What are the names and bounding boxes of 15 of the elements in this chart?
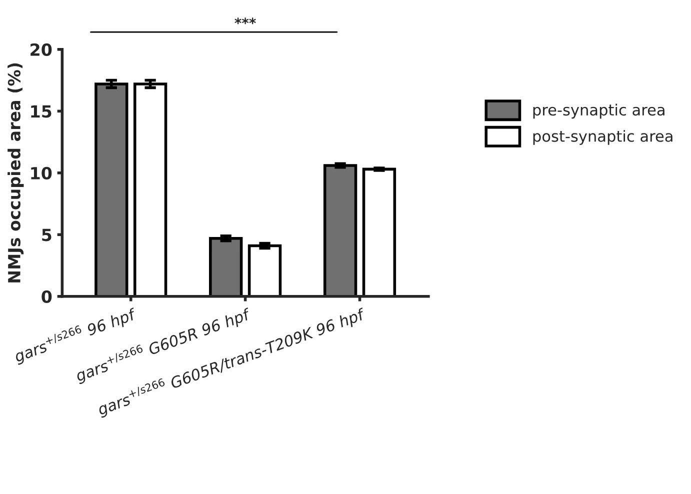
bar [209, 236, 243, 296]
legend-label: post-synaptic area [533, 130, 672, 145]
bar [362, 168, 396, 296]
y-tick-label: 5 [42, 228, 52, 242]
bar [323, 164, 358, 296]
y-tick-label: 0 [42, 290, 52, 303]
y-tick-label: 10 [31, 166, 52, 180]
bar [248, 244, 282, 296]
text: *** [234, 18, 256, 24]
y-tick-label: 15 [31, 105, 52, 118]
y-tick-label: 20 [30, 43, 52, 56]
y-axis-title: NMJs occupied area (%) [8, 63, 24, 282]
bar [94, 82, 128, 296]
bar [133, 82, 168, 296]
legend-label: pre-synaptic area [533, 104, 664, 119]
